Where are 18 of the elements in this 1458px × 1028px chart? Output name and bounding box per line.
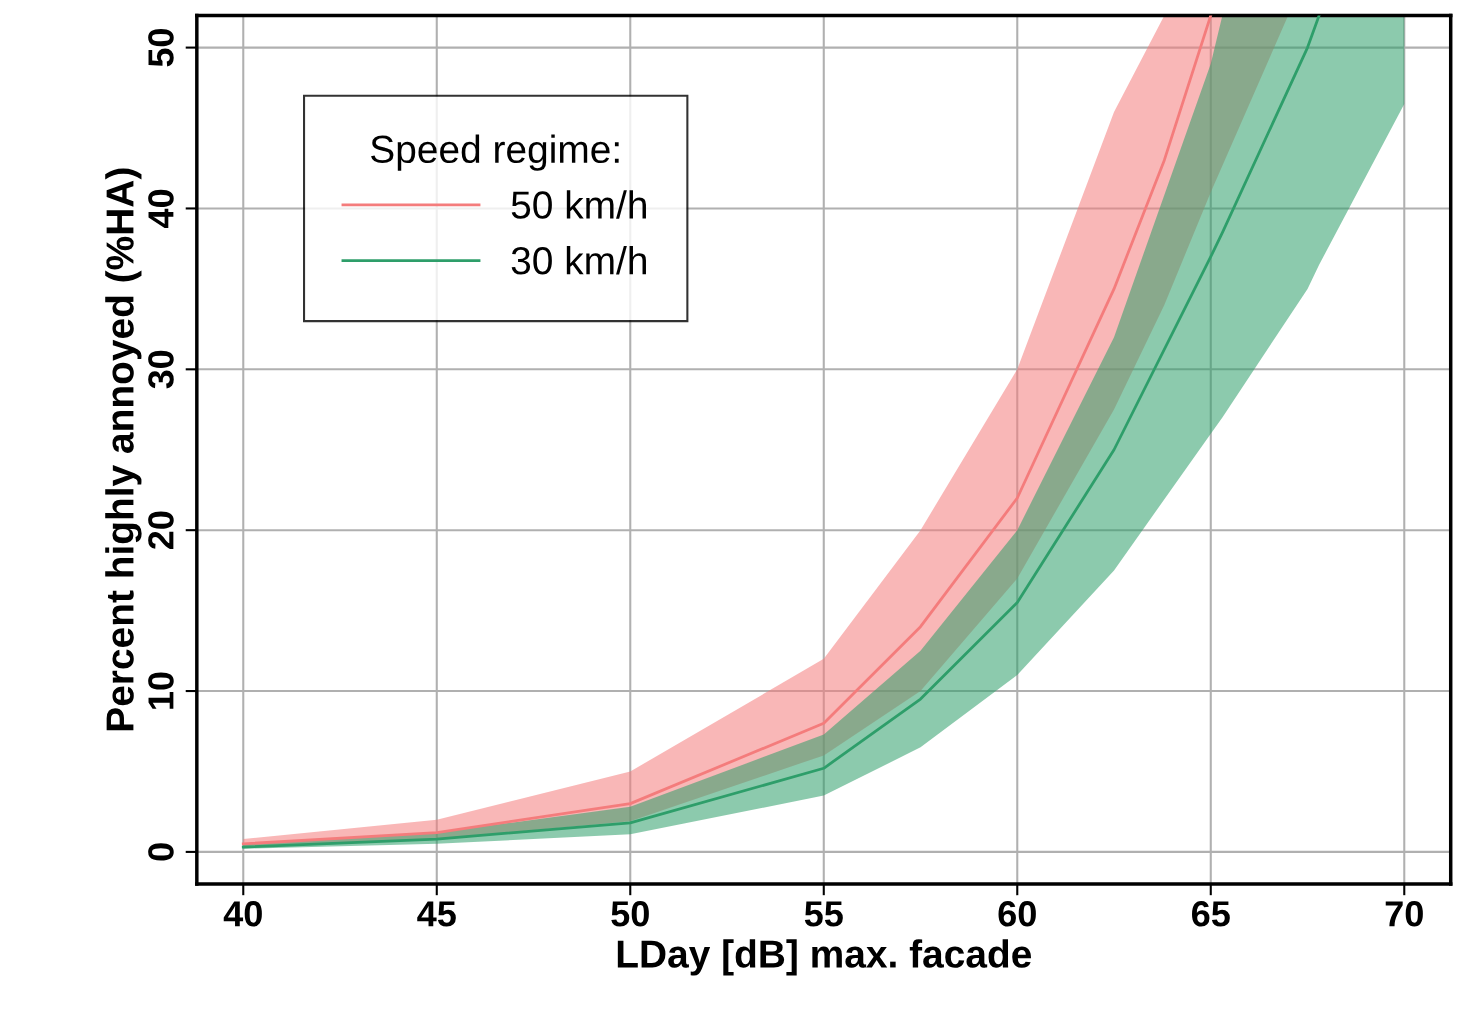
x-tick-label: 60 [998,901,1036,927]
x-axis-title: LDay [dB] max. facade [617,939,1032,976]
x-tick-label: 45 [417,901,456,927]
x-tick-label: 40 [223,901,262,927]
x-tick-label: 50 [611,901,649,927]
legend-label: 50 km/h [511,190,646,219]
y-tick-label: 20 [148,511,174,550]
y-tick-label: 40 [148,189,174,228]
legend-label: 30 km/h [511,245,646,275]
x-tick-label: 70 [1385,901,1423,927]
y-tick-label: 10 [148,672,174,709]
y-axis-title: Percent highly annoyed (%HA) [105,168,142,731]
y-tick-label: 0 [148,843,174,861]
x-tick-label: 55 [804,901,843,927]
x-tick-label: 65 [1192,901,1230,927]
y-tick-label: 50 [148,28,174,67]
y-tick-label: 30 [148,350,174,389]
legend-title: Speed regime: [371,134,619,171]
